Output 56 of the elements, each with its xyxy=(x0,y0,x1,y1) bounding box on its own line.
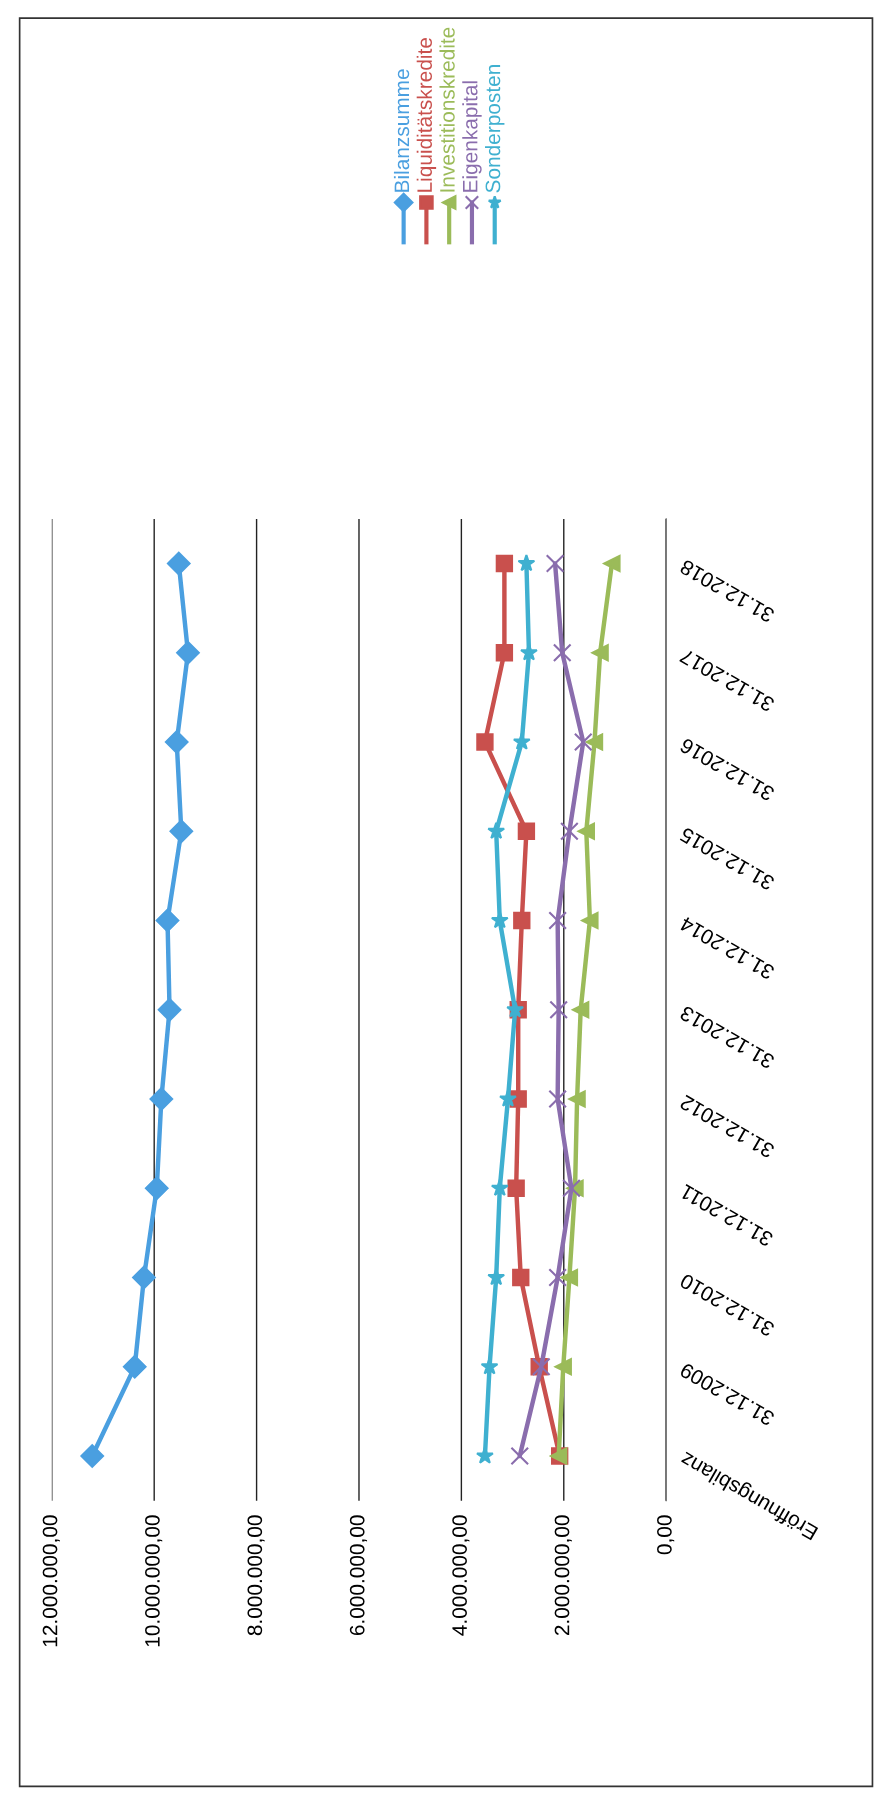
point xyxy=(132,1265,156,1290)
point xyxy=(517,822,536,840)
x-tick-label: 4.000.000,00 xyxy=(452,1515,470,1636)
text: Liquiditätskredite xyxy=(416,38,437,192)
point xyxy=(80,1444,105,1468)
point xyxy=(581,911,599,930)
point xyxy=(548,1089,568,1109)
point xyxy=(554,1358,572,1376)
point xyxy=(157,997,182,1022)
point xyxy=(155,908,180,933)
point xyxy=(568,1090,586,1108)
point xyxy=(572,1001,590,1019)
point xyxy=(545,554,565,573)
point xyxy=(549,1000,569,1020)
text: Eigenkapital xyxy=(462,81,482,192)
point xyxy=(164,730,189,754)
text: Bilanzsumme xyxy=(393,69,410,192)
x-tick-label: 10.000.000,00 xyxy=(145,1515,163,1647)
point xyxy=(169,819,194,844)
point xyxy=(548,1268,568,1287)
point xyxy=(577,822,595,840)
point xyxy=(517,554,536,572)
point xyxy=(552,643,572,663)
point xyxy=(122,1354,147,1379)
x-tick-label: 0,00 xyxy=(657,1515,675,1555)
point xyxy=(603,554,621,573)
point xyxy=(512,732,531,750)
point xyxy=(476,733,494,751)
x-tick-label: 6.000.000,00 xyxy=(349,1515,368,1636)
x-tick-label: 12.000.000,00 xyxy=(42,1515,60,1647)
point xyxy=(487,1268,506,1286)
point xyxy=(560,1268,579,1287)
point xyxy=(490,911,509,929)
x-tick-label: 2.000.000,00 xyxy=(554,1515,572,1636)
point xyxy=(573,732,593,752)
text: Investitionskredite xyxy=(439,27,455,192)
point xyxy=(591,644,609,662)
point xyxy=(144,1176,169,1201)
point xyxy=(507,1179,525,1197)
point xyxy=(513,911,531,930)
point xyxy=(499,1089,517,1107)
point xyxy=(176,640,200,665)
point xyxy=(495,554,514,573)
text: Sonderposten xyxy=(485,65,505,193)
point xyxy=(560,821,579,841)
x-tick-label: 8.000.000,00 xyxy=(247,1515,265,1636)
point xyxy=(512,1268,530,1287)
point xyxy=(495,644,514,662)
point xyxy=(487,821,506,840)
point xyxy=(548,911,568,930)
point xyxy=(490,1178,509,1197)
point xyxy=(510,1446,530,1466)
point xyxy=(475,1446,494,1464)
point xyxy=(149,1087,174,1111)
point xyxy=(166,551,191,576)
point xyxy=(585,733,604,751)
